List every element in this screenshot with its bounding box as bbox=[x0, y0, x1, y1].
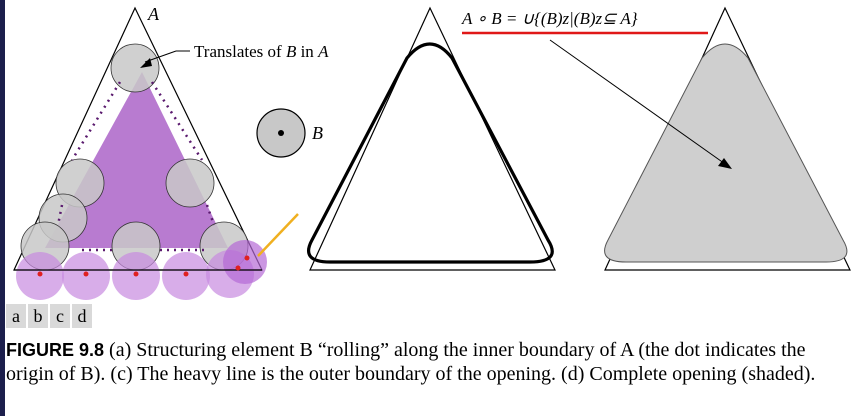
panel-a: A Translates of B in A bbox=[13, 4, 329, 300]
shaded-opening bbox=[604, 43, 848, 263]
origin-dot bbox=[37, 271, 43, 277]
translates-label: Translates of B in A bbox=[194, 42, 329, 61]
formula: A ∘ B = ∪{(B)z|(B)z⊆ A} bbox=[461, 9, 638, 28]
opening-outer-boundary bbox=[307, 42, 554, 264]
dotted-boundary bbox=[56, 81, 216, 252]
translates-label-prefix: Translates of bbox=[194, 42, 286, 61]
panel-label-b: b bbox=[28, 304, 48, 328]
orange-arrow bbox=[257, 213, 299, 257]
structuring-element-origin bbox=[278, 130, 284, 136]
figure-caption: FIGURE 9.8 (a) Structuring element B “ro… bbox=[6, 338, 858, 386]
translates-pointer-head bbox=[140, 58, 152, 68]
left-window-frame bbox=[0, 0, 5, 416]
translates-label-in: in bbox=[296, 42, 318, 61]
origin-dots bbox=[37, 255, 250, 277]
origin-dot bbox=[235, 265, 241, 271]
caption-text: (a) Structuring element B “rolling” alon… bbox=[6, 339, 816, 385]
origin-dot bbox=[244, 255, 250, 261]
translate-disk bbox=[110, 43, 160, 93]
panel-c bbox=[307, 6, 556, 271]
panel-label-c: c bbox=[50, 304, 70, 328]
figure-number: FIGURE 9.8 bbox=[6, 340, 105, 360]
label-B: B bbox=[312, 123, 323, 143]
panel-label-a: a bbox=[6, 304, 26, 328]
origin-dot bbox=[133, 271, 139, 277]
formula-arrow-head bbox=[718, 158, 732, 169]
rolling-disk bbox=[223, 240, 267, 284]
figure-panels: A Translates of B in A B A ∘ B = ∪{(B)z|… bbox=[13, 4, 851, 300]
panel-labels: a b c d bbox=[6, 304, 92, 328]
translates-label-B: B bbox=[286, 42, 297, 61]
panel-label-d: d bbox=[72, 304, 92, 328]
translate-disk bbox=[165, 158, 215, 208]
triangle-A-c bbox=[309, 6, 556, 271]
origin-dot bbox=[183, 271, 189, 277]
panel-d: A ∘ B = ∪{(B)z|(B)z⊆ A} bbox=[461, 6, 851, 271]
origin-dot bbox=[83, 271, 89, 277]
panel-b: B bbox=[256, 108, 323, 158]
label-A: A bbox=[147, 4, 160, 24]
translates-label-A: A bbox=[317, 42, 329, 61]
formula-arrow bbox=[549, 39, 729, 167]
